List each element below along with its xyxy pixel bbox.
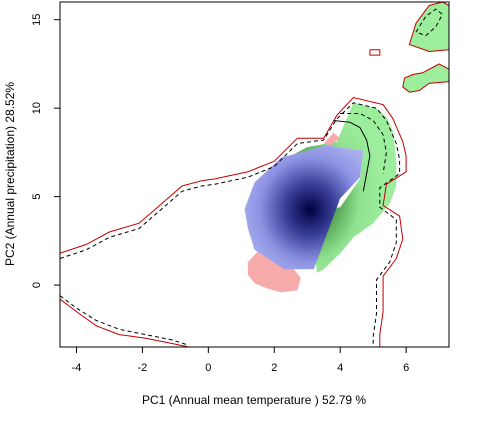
green-density-region <box>257 102 397 273</box>
black-dashed-contour-lower <box>60 295 189 346</box>
black-dashed-contour-island <box>415 8 444 37</box>
x-tick-label: 2 <box>271 362 277 374</box>
red-contour-outer <box>60 96 407 347</box>
x-tick-label: -4 <box>72 362 82 374</box>
plot-area <box>60 2 449 347</box>
y-axis-title: PC2 (Annual precipitation) 28.52% <box>3 82 17 266</box>
pink-density-region <box>247 251 301 293</box>
x-axis: -4 -2 0 2 4 6 <box>72 347 409 374</box>
x-tick-label: 6 <box>403 362 409 374</box>
green-density-top-right <box>408 2 449 53</box>
y-tick-label: 0 <box>31 282 43 288</box>
y-tick-label: 15 <box>31 14 43 26</box>
x-axis-title: PC1 (Annual mean temperature ) 52.79 % <box>142 393 366 407</box>
y-tick-label: 5 <box>31 194 43 200</box>
red-contour-lower <box>60 298 189 347</box>
y-tick-label: 10 <box>31 102 43 114</box>
x-tick-label: 0 <box>205 362 211 374</box>
x-tick-label: 4 <box>337 362 343 374</box>
plot-frame <box>59 1 450 348</box>
black-dashed-contour-inner <box>340 113 387 174</box>
x-tick-label: -2 <box>138 362 148 374</box>
blue-density-region <box>244 145 364 270</box>
black-solid-contour-inner <box>333 120 371 192</box>
red-contour-small-loop <box>369 49 381 56</box>
y-axis: 0 5 10 15 <box>31 14 60 288</box>
pink-density-patch <box>323 132 341 146</box>
green-density-island <box>402 63 449 93</box>
